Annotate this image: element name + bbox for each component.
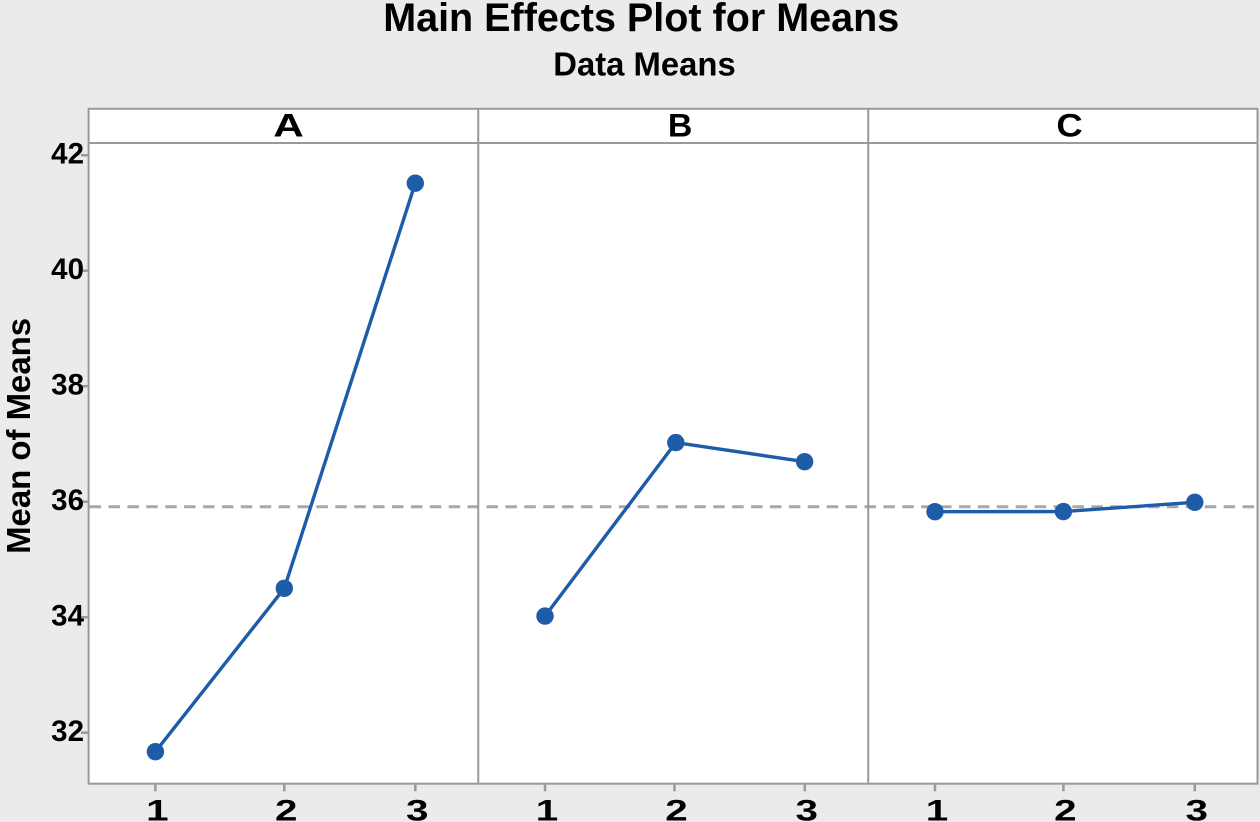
svg-text:3: 3 — [1186, 795, 1209, 822]
svg-text:2: 2 — [275, 795, 298, 822]
svg-text:2: 2 — [665, 795, 688, 822]
svg-text:40: 40 — [51, 253, 84, 286]
svg-text:42: 42 — [51, 138, 84, 171]
svg-text:B: B — [668, 108, 693, 144]
svg-text:38: 38 — [51, 369, 84, 402]
svg-text:3: 3 — [796, 795, 819, 822]
svg-text:32: 32 — [51, 715, 84, 748]
svg-text:34: 34 — [51, 600, 84, 633]
svg-text:A: A — [273, 108, 304, 144]
svg-text:C: C — [1056, 108, 1082, 144]
svg-text:1: 1 — [146, 795, 169, 822]
svg-text:2: 2 — [1054, 795, 1077, 822]
svg-text:36: 36 — [51, 484, 84, 517]
svg-text:3: 3 — [406, 795, 429, 822]
svg-text:1: 1 — [536, 795, 559, 822]
svg-text:Data Means: Data Means — [553, 46, 736, 83]
svg-text:Main Effects Plot for Means: Main Effects Plot for Means — [383, 0, 899, 40]
svg-text:Mean of Means: Mean of Means — [1, 318, 38, 554]
svg-text:1: 1 — [926, 795, 949, 822]
